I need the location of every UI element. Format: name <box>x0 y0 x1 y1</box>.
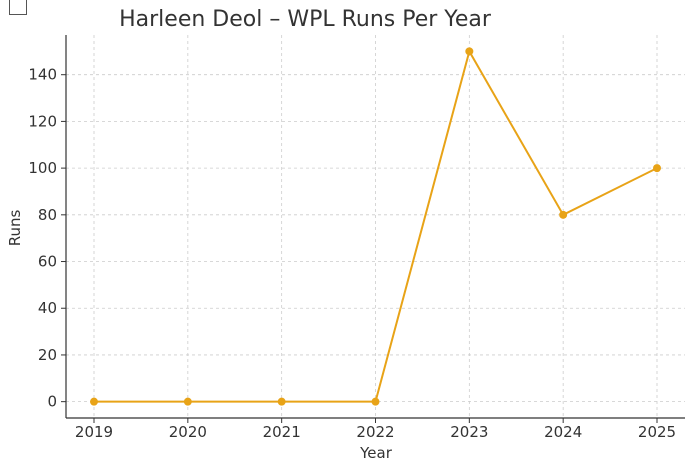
y-tick-label: 140 <box>28 66 57 84</box>
data-point <box>653 164 661 173</box>
y-tick-label: 120 <box>28 112 57 130</box>
data-point <box>90 397 98 406</box>
window-corner-box <box>9 0 27 15</box>
y-axis-label: Runs <box>6 210 24 247</box>
y-tick-label: 80 <box>38 206 57 224</box>
axis-layer: 0 20 40 60 80 100 120 140 2019 2020 2021 2022 2023 20… <box>28 35 685 441</box>
x-tick-label: 2019 <box>75 423 113 441</box>
y-tick-label: 60 <box>38 253 57 271</box>
grid-layer <box>66 35 685 418</box>
y-tick-label: 100 <box>28 159 57 177</box>
chart-title: Harleen Deol – WPL Runs Per Year <box>119 7 492 32</box>
series-layer <box>90 47 661 406</box>
data-point <box>183 397 192 406</box>
y-tick-label: 40 <box>38 299 57 317</box>
y-tick-label: 0 <box>47 393 57 411</box>
data-point <box>465 47 474 56</box>
x-tick-label: 2025 <box>638 423 676 441</box>
x-tick-label: 2023 <box>450 423 488 441</box>
data-point <box>559 210 568 219</box>
y-tick-label: 20 <box>38 346 57 364</box>
data-point <box>277 397 286 406</box>
x-tick-label: 2022 <box>356 423 394 441</box>
x-tick-label: 2024 <box>544 423 582 441</box>
x-axis-label: Year <box>359 444 393 462</box>
data-point <box>371 397 380 406</box>
x-tick-label: 2021 <box>263 423 301 441</box>
x-tick-label: 2020 <box>169 423 207 441</box>
